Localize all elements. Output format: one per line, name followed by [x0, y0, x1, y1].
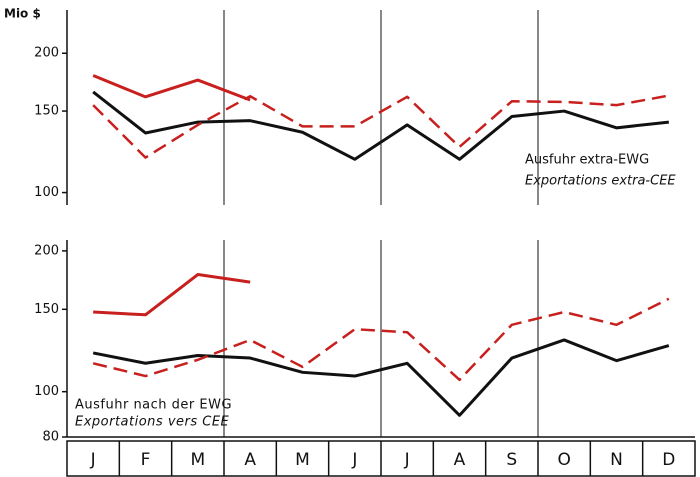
data-line	[92, 90, 669, 161]
y-tick-label: 100	[34, 185, 59, 200]
x-tick-label: F	[141, 450, 151, 470]
data-line	[92, 94, 670, 159]
annotation: Exportations extra-CEE	[525, 174, 676, 189]
y-tick-label: 100	[34, 384, 59, 399]
x-tick-label: A	[454, 450, 466, 470]
x-tick-label: N	[610, 450, 623, 470]
annotation: Ausfuhr extra-EWG	[525, 153, 649, 168]
x-tick-label: J	[351, 450, 357, 470]
data-line	[92, 74, 251, 102]
data-line	[92, 297, 670, 382]
data-line	[92, 338, 670, 417]
x-tick-label: S	[506, 450, 517, 470]
y-tick-label: 150	[34, 302, 59, 317]
y-tick-label: 80	[42, 430, 59, 445]
x-tick-label: M	[190, 450, 205, 470]
x-tick-label: J	[404, 450, 410, 470]
annotation: Exportations vers CEE	[75, 415, 230, 430]
y-tick-label: 150	[34, 104, 59, 119]
x-tick-label: D	[662, 450, 675, 470]
data-line	[93, 273, 251, 317]
x-tick-label: J	[90, 450, 96, 470]
x-tick-label: O	[557, 450, 570, 470]
y-axis-label: Mio $	[4, 7, 41, 21]
x-tick-label: A	[244, 450, 256, 470]
x-tick-label: M	[295, 450, 310, 470]
y-tick-label: 200	[34, 46, 59, 61]
y-tick-label: 200	[34, 243, 59, 258]
annotation: Ausfuhr nach der EWG	[75, 398, 232, 413]
